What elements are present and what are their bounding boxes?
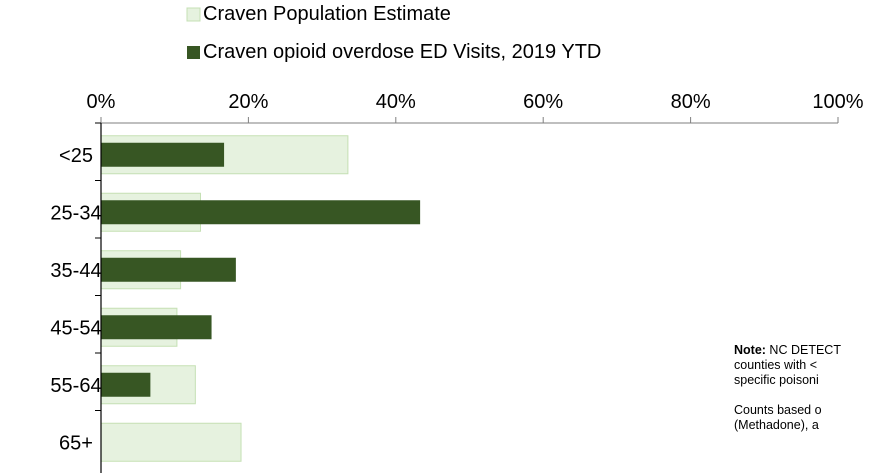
bar-population [100, 135, 349, 175]
y-axis-labels: <25 25-34 35-44 45-54 55-64 65+ [50, 145, 101, 455]
note-line-5: (Methadone), a [734, 418, 819, 432]
legend-swatch-ed-visits [187, 46, 200, 59]
note-line-1: NC DETECT [765, 343, 841, 357]
x-tick-label: 0% [87, 91, 116, 113]
legend-label-ed-visits: Craven opioid overdose ED Visits, 2019 Y… [203, 41, 601, 63]
y-category-label: <25 [59, 145, 93, 167]
bar-population [100, 422, 242, 462]
y-category-label: 25-34 [50, 202, 101, 224]
legend-swatch-population [186, 7, 201, 22]
bar-ed-visits [101, 315, 212, 340]
note-line-3: specific poisoni [734, 373, 819, 387]
bar-ed-visits [101, 257, 236, 282]
y-category-label: 35-44 [50, 260, 101, 282]
x-tick-label: 60% [523, 91, 563, 113]
y-category-label: 55-64 [50, 375, 101, 397]
x-tick-label: 80% [671, 91, 711, 113]
x-axis-ticks: 0% 20% 40% 60% 80% 100% [87, 91, 864, 113]
note-label: Note: [734, 343, 766, 357]
bar-ed-visits [101, 200, 421, 225]
y-category-label: 45-54 [50, 317, 101, 339]
bars [100, 135, 421, 462]
bar-ed-visits [101, 372, 151, 397]
legend-label-population: Craven Population Estimate [203, 3, 451, 25]
x-tick-label: 20% [228, 91, 268, 113]
note-text: Note: NC DETECT counties with < specific p… [734, 343, 873, 448]
legend: Craven Population Estimate Craven opioid… [186, 3, 601, 63]
bar-ed-visits [101, 142, 225, 167]
axes [95, 117, 839, 473]
x-tick-label: 40% [376, 91, 416, 113]
x-tick-label: 100% [812, 91, 863, 113]
note-line-4: Counts based o [734, 403, 822, 417]
y-category-label: 65+ [59, 432, 93, 454]
note-line-2: counties with < [734, 358, 818, 372]
